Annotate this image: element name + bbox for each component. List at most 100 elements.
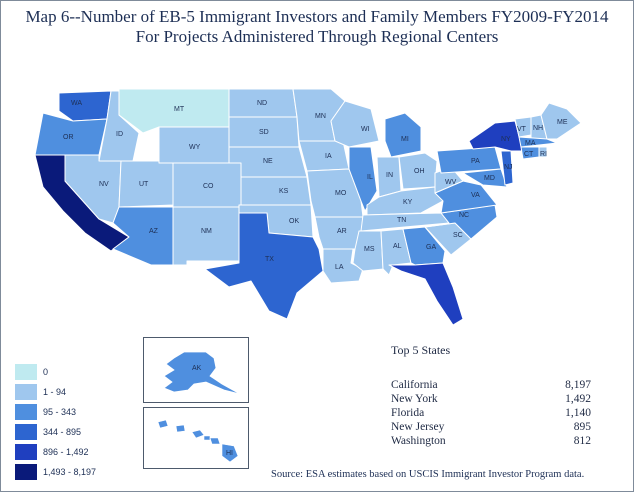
state-NJ[interactable] bbox=[500, 150, 514, 186]
top5-value: 895 bbox=[573, 421, 591, 433]
state-HI[interactable] bbox=[157, 419, 239, 463]
top5-row: New Jersey 895 bbox=[391, 420, 591, 434]
legend-swatch bbox=[15, 444, 37, 460]
label-IN: IN bbox=[386, 172, 393, 179]
label-NH: NH bbox=[533, 125, 543, 132]
state-MI[interactable] bbox=[384, 112, 422, 158]
label-NC: NC bbox=[459, 212, 469, 219]
map-title-line2: For Projects Administered Through Region… bbox=[135, 27, 499, 46]
top5-value: 812 bbox=[573, 435, 591, 447]
label-ME: ME bbox=[557, 119, 568, 126]
state-NC[interactable] bbox=[424, 204, 498, 240]
legend-label: 1 - 94 bbox=[43, 387, 67, 397]
label-OH: OH bbox=[414, 168, 425, 175]
label-MA: MA bbox=[525, 140, 536, 147]
legend-swatch bbox=[15, 464, 37, 480]
top5-state: New York bbox=[391, 393, 438, 405]
top5-title: Top 5 States bbox=[391, 343, 451, 357]
label-NV: NV bbox=[99, 181, 109, 188]
label-VT: VT bbox=[517, 126, 527, 133]
legend-swatch bbox=[15, 384, 37, 400]
top5-state: Washington bbox=[391, 435, 446, 447]
top5-row: Florida 1,140 bbox=[391, 406, 591, 420]
legend-label: 0 bbox=[43, 367, 49, 377]
state-IA[interactable] bbox=[298, 140, 350, 172]
state-KS[interactable] bbox=[240, 176, 312, 206]
top5-row: New York 1,492 bbox=[391, 392, 591, 406]
legend-item: 896 - 1,492 bbox=[15, 443, 133, 461]
label-IA: IA bbox=[325, 153, 332, 160]
legend-swatch bbox=[15, 404, 37, 420]
label-MN: MN bbox=[315, 113, 326, 120]
legend-label: 95 - 343 bbox=[43, 407, 77, 417]
label-RI: RI bbox=[540, 151, 547, 158]
label-NY: NY bbox=[501, 136, 511, 143]
label-TN: TN bbox=[397, 217, 406, 224]
top5-state: Florida bbox=[391, 407, 425, 419]
source-note: Source: ESA estimates based on USCIS Imm… bbox=[271, 469, 585, 480]
state-PA[interactable] bbox=[436, 146, 502, 174]
label-CT: CT bbox=[524, 151, 534, 158]
state-WA[interactable] bbox=[58, 90, 112, 122]
map-title-line1: Map 6--Number of EB-5 Immigrant Investor… bbox=[25, 7, 609, 26]
legend-swatch bbox=[15, 424, 37, 440]
top5-value: 8,197 bbox=[565, 379, 591, 391]
label-AK: AK bbox=[192, 365, 202, 372]
state-AK[interactable] bbox=[163, 351, 241, 395]
state-IL[interactable] bbox=[348, 146, 378, 212]
legend: 0 1 - 94 95 - 343 344 - 895 896 - 1,492 … bbox=[15, 363, 133, 483]
label-HI: HI bbox=[226, 450, 233, 457]
label-LA: LA bbox=[335, 264, 344, 271]
state-LA[interactable] bbox=[322, 248, 364, 284]
label-PA: PA bbox=[471, 158, 480, 165]
label-WV: WV bbox=[445, 179, 457, 186]
label-MT: MT bbox=[174, 106, 185, 113]
label-MI: MI bbox=[401, 136, 409, 143]
label-TX: TX bbox=[265, 256, 274, 263]
state-OR[interactable] bbox=[34, 112, 108, 156]
legend-item: 95 - 343 bbox=[15, 403, 133, 421]
hawaii-inset: HI bbox=[143, 407, 249, 469]
top5-value: 1,140 bbox=[565, 407, 591, 419]
label-KS: KS bbox=[279, 188, 289, 195]
label-ID: ID bbox=[116, 131, 123, 138]
state-NM[interactable] bbox=[172, 206, 240, 266]
label-OK: OK bbox=[289, 218, 299, 225]
legend-item: 1,493 - 8,197 bbox=[15, 463, 133, 481]
label-SD: SD bbox=[259, 129, 269, 136]
label-AZ: AZ bbox=[149, 228, 159, 235]
label-UT: UT bbox=[139, 181, 149, 188]
label-ND: ND bbox=[257, 100, 267, 107]
legend-item: 0 bbox=[15, 363, 133, 381]
state-MA[interactable] bbox=[518, 136, 558, 148]
state-MD[interactable] bbox=[462, 168, 508, 188]
state-NY[interactable] bbox=[468, 120, 524, 152]
label-WI: WI bbox=[361, 126, 370, 133]
legend-label: 896 - 1,492 bbox=[43, 447, 89, 457]
legend-item: 1 - 94 bbox=[15, 383, 133, 401]
label-AR: AR bbox=[337, 228, 347, 235]
state-FL[interactable] bbox=[388, 262, 464, 326]
state-TX[interactable] bbox=[204, 212, 324, 320]
label-KY: KY bbox=[403, 199, 413, 206]
top5-value: 1,492 bbox=[565, 393, 591, 405]
legend-label: 344 - 895 bbox=[43, 427, 82, 437]
top5-state: California bbox=[391, 379, 438, 391]
label-SC: SC bbox=[453, 232, 463, 239]
label-VA: VA bbox=[471, 192, 480, 199]
top5-row: Washington 812 bbox=[391, 434, 591, 448]
top5-panel: Top 5 States California 8,197 New York 1… bbox=[391, 343, 591, 448]
top5-state: New Jersey bbox=[391, 421, 445, 433]
label-WY: WY bbox=[189, 144, 201, 151]
alaska-inset: AK bbox=[143, 337, 249, 403]
label-NE: NE bbox=[263, 158, 273, 165]
label-WA: WA bbox=[71, 100, 82, 107]
legend-item: 344 - 895 bbox=[15, 423, 133, 441]
label-MS: MS bbox=[364, 246, 375, 253]
label-IL: IL bbox=[367, 174, 373, 181]
label-AL: AL bbox=[393, 243, 402, 250]
alaska-map: AK bbox=[163, 351, 241, 395]
state-RI[interactable] bbox=[538, 146, 548, 158]
